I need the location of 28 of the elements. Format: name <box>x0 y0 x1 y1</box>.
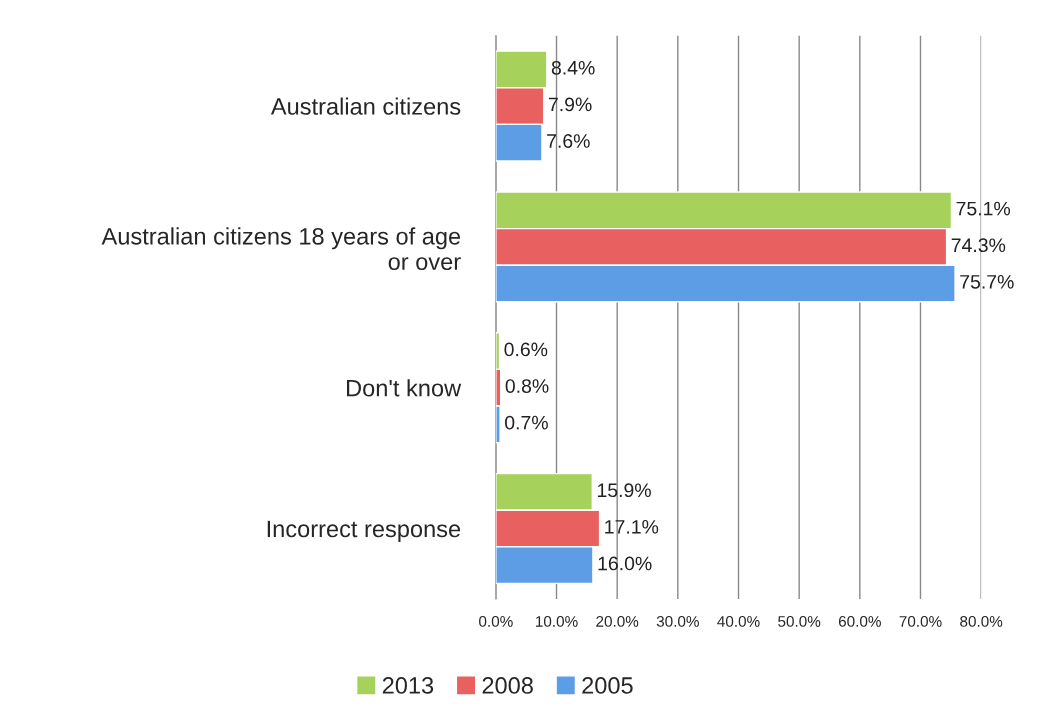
y-tick-label: Australian citizens <box>270 97 461 115</box>
x-tick-label: 30.0% <box>656 615 699 627</box>
x-tick-label: 80.0% <box>960 615 1003 627</box>
data-label: 7.9% <box>548 97 592 112</box>
data-label: 16.0% <box>598 556 652 571</box>
x-tick-label: 40.0% <box>717 615 760 627</box>
y-tick-label: Incorrect response <box>267 520 461 542</box>
x-tick-label: 10.0% <box>536 615 578 627</box>
data-label: 0.6% <box>504 342 548 357</box>
data-label: 74.3% <box>951 238 1006 253</box>
data-label: 0.8% <box>505 379 549 393</box>
legend-label: 2008 <box>482 677 533 694</box>
data-label: 7.6% <box>547 134 590 148</box>
x-tick-label: 0.0% <box>479 615 513 627</box>
legend-label: 2005 <box>582 677 633 694</box>
legend-label: 2013 <box>382 677 434 694</box>
data-label: 8.4% <box>551 60 595 75</box>
x-tick-label: 70.0% <box>899 615 942 627</box>
data-label: 15.9% <box>597 483 651 498</box>
y-tick-label: Don't know <box>347 379 462 397</box>
x-tick-label: 20.0% <box>596 615 639 627</box>
y-tick-label: Australian citizens 18 years of age or over <box>101 227 461 271</box>
data-label: 0.7% <box>505 415 548 430</box>
x-tick-label: 60.0% <box>838 615 881 627</box>
data-label: 17.1% <box>605 520 659 534</box>
data-label: 75.1% <box>956 201 1011 216</box>
data-label: 75.7% <box>960 275 1014 289</box>
x-tick-label: 50.0% <box>778 615 821 627</box>
